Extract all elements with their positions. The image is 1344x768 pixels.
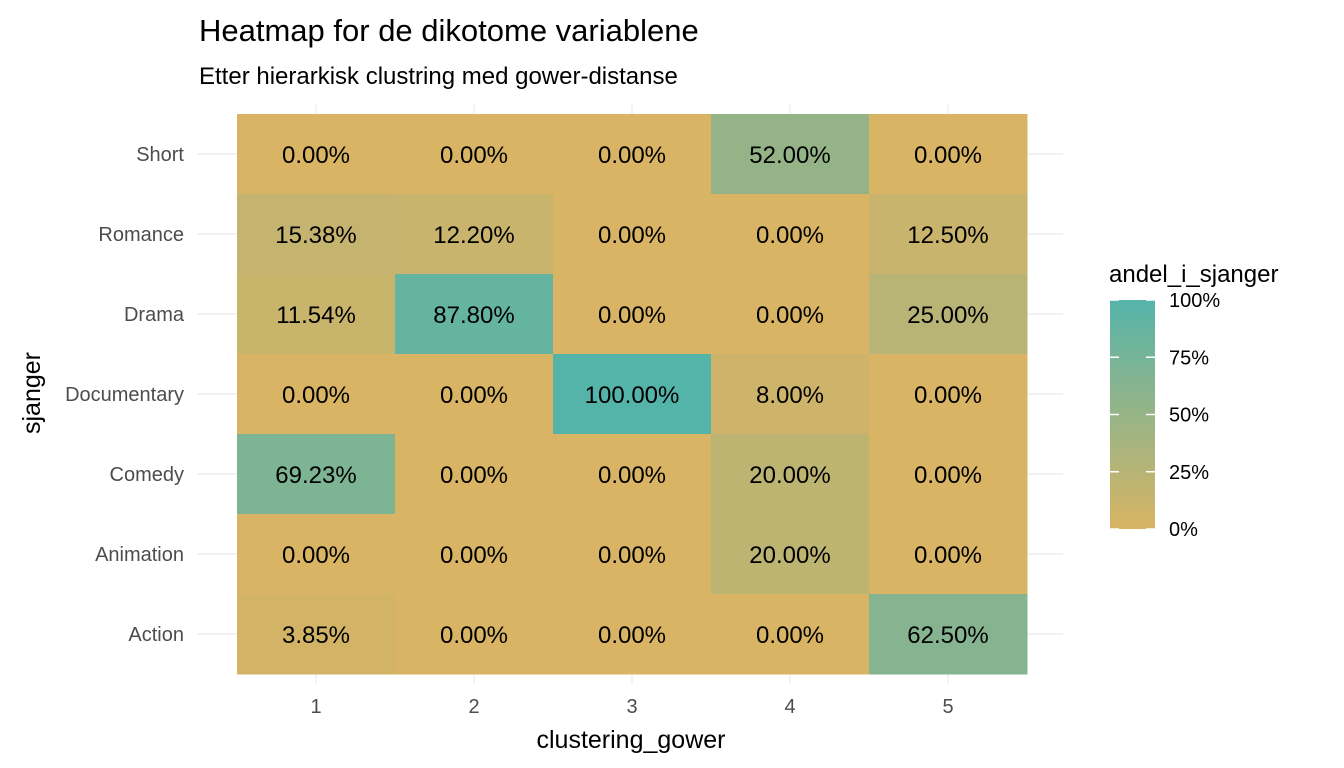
- legend-tick-label: 75%: [1169, 347, 1209, 369]
- heatmap-cell: [711, 594, 870, 675]
- y-tick-label: Animation: [95, 544, 184, 566]
- cell-label: 0.00%: [282, 142, 350, 169]
- cell-label: 3.85%: [282, 622, 350, 649]
- heatmap-cell: [869, 434, 1028, 515]
- legend: andel_i_sjanger 100% 75% 50% 25% 0%: [1109, 261, 1278, 541]
- legend-title: andel_i_sjanger: [1109, 261, 1278, 288]
- cell-label: 0.00%: [598, 542, 666, 569]
- cell-labels: 0.00% 0.00% 0.00% 52.00% 0.00% 15.38% 12.20% 0.…: [275, 142, 988, 649]
- cell-label: 11.54%: [276, 302, 356, 329]
- heatmap-cell: [237, 274, 396, 355]
- x-tick-label: 2: [468, 696, 479, 718]
- y-axis-title: sjanger: [18, 352, 46, 434]
- x-tick-label: 3: [626, 696, 637, 718]
- cell-label: 100.00%: [585, 382, 680, 409]
- heatmap-cell: [553, 594, 712, 675]
- heatmap-cell: [237, 194, 396, 275]
- heatmap-cell: [553, 114, 712, 195]
- cell-label: 25.00%: [907, 302, 988, 329]
- y-tick-label: Romance: [98, 224, 184, 246]
- cell-label: 0.00%: [598, 142, 666, 169]
- heatmap-cell: [711, 114, 870, 195]
- y-tick-label: Comedy: [110, 464, 184, 486]
- legend-tick-label: 100%: [1169, 290, 1220, 312]
- cell-label: 0.00%: [598, 462, 666, 489]
- heatmap-cell: [237, 354, 396, 435]
- heatmap-cell: [553, 514, 712, 595]
- heatmap-cell: [553, 434, 712, 515]
- cell-label: 62.50%: [907, 622, 988, 649]
- cell-label: 0.00%: [914, 142, 982, 169]
- y-axis-ticks: Short Romance Drama Documentary Comedy Animat…: [65, 144, 185, 646]
- cell-label: 0.00%: [598, 622, 666, 649]
- cell-label: 0.00%: [440, 142, 508, 169]
- legend-tick-label: 0%: [1169, 519, 1198, 541]
- cell-label: 0.00%: [598, 302, 666, 329]
- heatmap-cell: [395, 594, 554, 675]
- y-tick-label: Short: [136, 144, 184, 166]
- heatmap-cell: [395, 434, 554, 515]
- cell-label: 0.00%: [914, 382, 982, 409]
- heatmap-cell: [395, 114, 554, 195]
- x-axis-ticks: 1 2 3 4 5: [310, 696, 953, 718]
- heatmap-cell: [395, 194, 554, 275]
- legend-tick-label: 50%: [1169, 405, 1209, 427]
- heatmap-cell: [711, 274, 870, 355]
- heatmap-cell: [711, 434, 870, 515]
- heatmap-cell: [237, 514, 396, 595]
- heatmap-cell: [237, 594, 396, 675]
- cell-label: 0.00%: [440, 462, 508, 489]
- heatmap-cell: [711, 194, 870, 275]
- heatmap-cell: [869, 594, 1028, 675]
- heatmap-cell: [711, 514, 870, 595]
- cell-label: 0.00%: [440, 622, 508, 649]
- x-tick-label: 1: [310, 696, 321, 718]
- cell-label: 20.00%: [749, 462, 830, 489]
- cell-label: 0.00%: [440, 382, 508, 409]
- heatmap-cell: [395, 514, 554, 595]
- x-axis-title: clustering_gower: [537, 726, 726, 754]
- cell-label: 69.23%: [275, 462, 356, 489]
- cell-label: 0.00%: [756, 302, 824, 329]
- chart-subtitle: Etter hierarkisk clustring med gower-dis…: [199, 63, 678, 90]
- heatmap-cell: [237, 114, 396, 195]
- heatmap-cell: [395, 274, 554, 355]
- heatmap-cell: [553, 274, 712, 355]
- heatmap-cell: [869, 114, 1028, 195]
- y-tick-label: Action: [128, 624, 184, 646]
- cell-label: 0.00%: [598, 222, 666, 249]
- cell-label: 15.38%: [275, 222, 356, 249]
- x-tick-label: 5: [942, 696, 953, 718]
- y-tick-label: Drama: [124, 304, 185, 326]
- heatmap-cell: [869, 274, 1028, 355]
- cell-label: 0.00%: [914, 462, 982, 489]
- cell-label: 52.00%: [749, 142, 830, 169]
- legend-tick-label: 25%: [1169, 462, 1209, 484]
- heatmap-cell: [237, 434, 396, 515]
- cell-label: 0.00%: [756, 622, 824, 649]
- cell-label: 20.00%: [749, 542, 830, 569]
- heatmap-cell: [869, 514, 1028, 595]
- heatmap-cell: [395, 354, 554, 435]
- heatmap-cell: [553, 354, 712, 435]
- cell-label: 0.00%: [914, 542, 982, 569]
- heatmap-cell: [553, 194, 712, 275]
- cell-label: 0.00%: [282, 542, 350, 569]
- chart-title: Heatmap for de dikotome variablene: [199, 13, 699, 48]
- cell-label: 0.00%: [440, 542, 508, 569]
- cell-label: 0.00%: [756, 222, 824, 249]
- cell-label: 8.00%: [756, 382, 824, 409]
- cell-label: 0.00%: [282, 382, 350, 409]
- heatmap-cell: [869, 354, 1028, 435]
- x-tick-label: 4: [784, 696, 795, 718]
- cell-label: 12.50%: [907, 222, 988, 249]
- cell-label: 12.20%: [433, 222, 514, 249]
- heatmap-cell: [869, 194, 1028, 275]
- cell-label: 87.80%: [433, 302, 514, 329]
- y-tick-label: Documentary: [65, 384, 184, 406]
- heatmap-cells: [237, 114, 1028, 675]
- heatmap-cell: [711, 354, 870, 435]
